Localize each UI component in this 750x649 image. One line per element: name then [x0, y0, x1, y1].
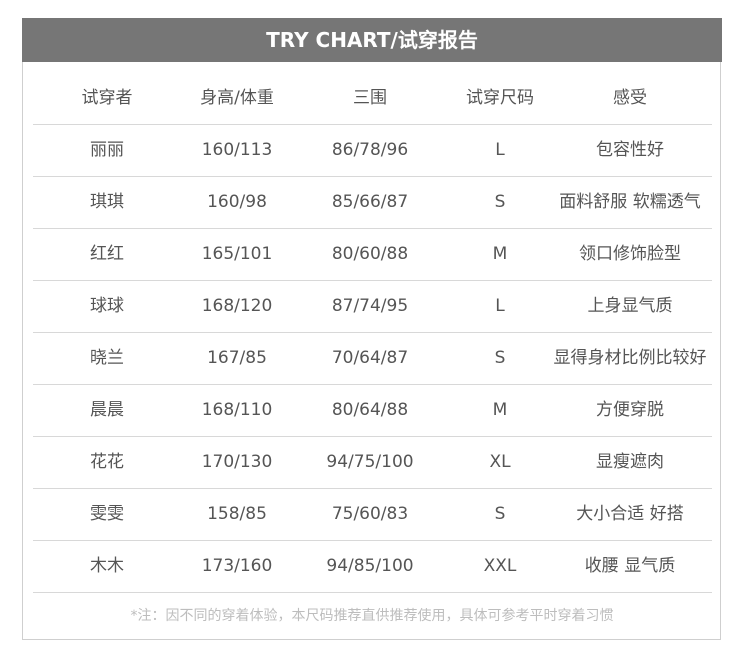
chart-title: TRY CHART/试穿报告 [22, 18, 722, 62]
table-cell: S [494, 504, 506, 524]
table-cell: S [494, 192, 506, 212]
table-cell: 琪琪 [90, 192, 124, 212]
footnote: *注：因不同的穿着体验，本尺码推荐直供推荐使用，具体可参考平时穿着习惯 [130, 608, 614, 624]
table-cell: 收腰 显气质 [584, 556, 676, 576]
table-cell: XL [489, 452, 511, 472]
table-cell: 173/160 [201, 556, 273, 576]
table-cell: 160/113 [201, 140, 273, 160]
table-cell: S [494, 348, 506, 368]
table-cell: 雯雯 [90, 504, 124, 524]
table-cell: 94/85/100 [326, 556, 414, 576]
table-cell: M [492, 400, 508, 420]
table-cell: 75/60/83 [331, 504, 409, 524]
table-cell: L [495, 140, 505, 160]
table-cell: 显得身材比例比较好 [553, 348, 707, 368]
table-cell: 167/85 [207, 348, 267, 368]
column-header: 感受 [613, 88, 647, 108]
table-cell: 大小合适 好搭 [576, 504, 684, 524]
table-cell: 85/66/87 [331, 192, 409, 212]
table-cell: 面料舒服 软糯透气 [559, 192, 701, 212]
table-cell: 165/101 [201, 244, 273, 264]
table-cell: 168/120 [201, 296, 273, 316]
table-cell: 方便穿脱 [596, 400, 664, 420]
table-cell: 花花 [90, 452, 124, 472]
header-row: 试穿者 身高/体重 三围 试穿尺码 感受 [33, 72, 712, 125]
table-cell: 160/98 [207, 192, 267, 212]
table-row: 木木 173/160 94/85/100 XXL 收腰 显气质 [33, 540, 712, 593]
table-cell: 158/85 [207, 504, 267, 524]
table-cell: 87/74/95 [331, 296, 409, 316]
table-cell: M [492, 244, 508, 264]
table-cell: 170/130 [201, 452, 273, 472]
table-cell: 球球 [90, 296, 124, 316]
table-row: 晓兰 167/85 70/64/87 S 显得身材比例比较好 [33, 332, 712, 385]
column-header: 三围 [353, 88, 387, 108]
table-row: 雯雯 158/85 75/60/83 S 大小合适 好搭 [33, 488, 712, 541]
table-row: 丽丽 160/113 86/78/96 L 包容性好 [33, 124, 712, 177]
table-cell: 晨晨 [90, 400, 124, 420]
table-row: 球球 168/120 87/74/95 L 上身显气质 [33, 280, 712, 333]
column-header: 身高/体重 [200, 88, 274, 108]
table-cell: 领口修饰脸型 [579, 244, 681, 264]
table-cell: 木木 [90, 556, 124, 576]
table-cell: 168/110 [201, 400, 273, 420]
table-cell: XXL [483, 556, 517, 576]
column-header: 试穿尺码 [466, 88, 534, 108]
table-cell: 上身显气质 [587, 296, 673, 316]
table-cell: 晓兰 [90, 348, 124, 368]
column-header: 试穿者 [81, 88, 133, 108]
table-cell: 丽丽 [90, 140, 124, 160]
table-cell: 80/64/88 [331, 400, 409, 420]
table-row: 琪琪 160/98 85/66/87 S 面料舒服 软糯透气 [33, 176, 712, 229]
table-row: 晨晨 168/110 80/64/88 M 方便穿脱 [33, 384, 712, 437]
table-cell: 红红 [90, 244, 124, 264]
table-cell: 80/60/88 [331, 244, 409, 264]
table-row: 花花 170/130 94/75/100 XL 显瘦遮肉 [33, 436, 712, 489]
table-cell: 包容性好 [596, 140, 664, 160]
table-cell: 70/64/87 [331, 348, 409, 368]
table-cell: L [495, 296, 505, 316]
table-cell: 94/75/100 [326, 452, 414, 472]
table-cell: 86/78/96 [331, 140, 409, 160]
table-row: 红红 165/101 80/60/88 M 领口修饰脸型 [33, 228, 712, 281]
table-cell: 显瘦遮肉 [596, 452, 664, 472]
